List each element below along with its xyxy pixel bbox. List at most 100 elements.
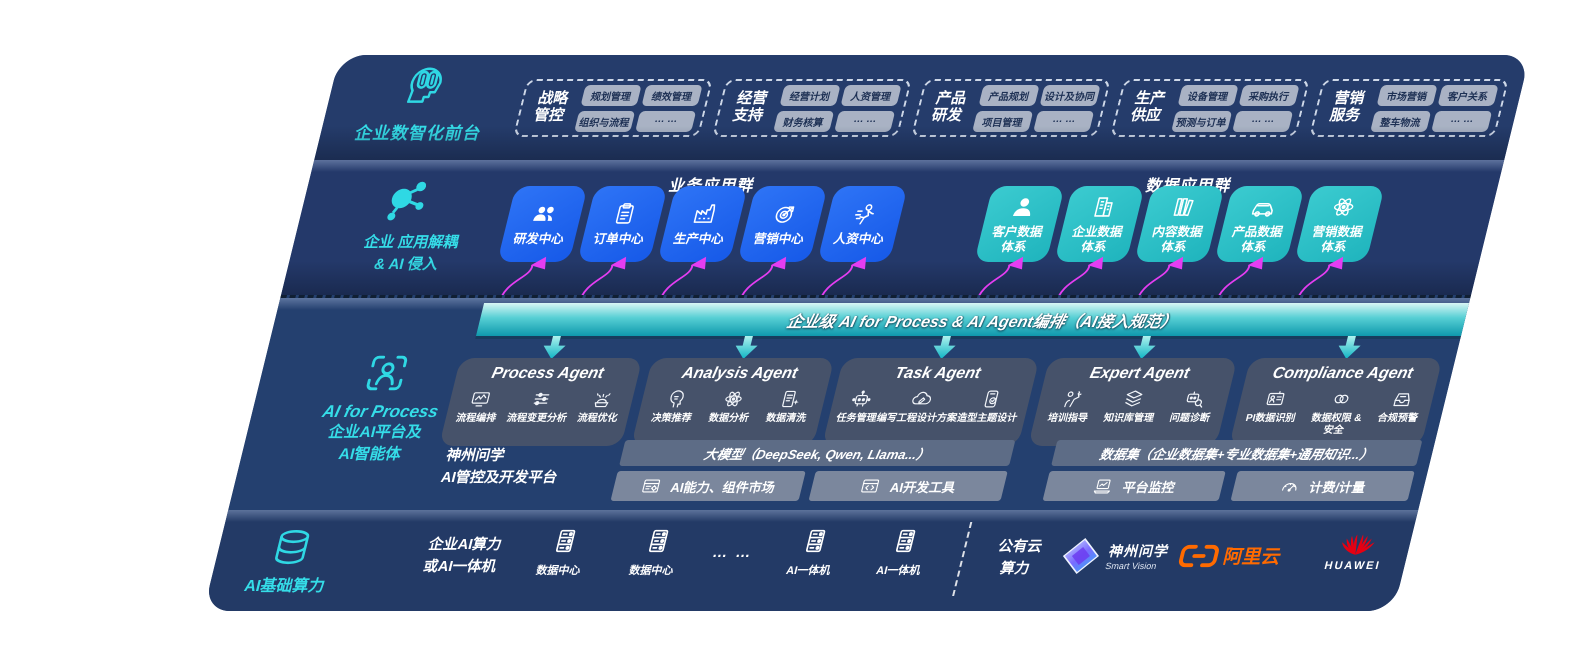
group-chips: 经营计划 人资管理 财务核算 … … (773, 84, 902, 132)
monitor-cell: 平台监控 (1042, 471, 1226, 501)
window-code-icon (858, 476, 883, 496)
id-card-icon (1262, 388, 1289, 410)
node-ai-appliance: AI一体机 (766, 526, 861, 578)
agent-item: PI数据识别 (1244, 388, 1303, 425)
library-icon (1167, 194, 1199, 220)
orchestration-band-title: 企业级 AI for Process & AI Agent编排（AI接入规范） (784, 313, 1179, 331)
agent-item: 流程优化 (576, 388, 625, 425)
group-title: 生产 供应 (1129, 90, 1168, 124)
agent-item: 知识库管理 (1102, 388, 1161, 425)
agent-item: 培训指导 (1046, 388, 1095, 425)
tile-product-data: 产品数据 体系 (1214, 186, 1305, 262)
module-chip: 采购执行 (1238, 84, 1300, 106)
group-chips: 设备管理 采购执行 预测与订单 … … (1171, 84, 1300, 132)
brain-head-icon (394, 61, 456, 111)
node-datacenter: 数据中心 (609, 526, 704, 578)
band-front-office: 企业数智化前台 战略 管控 规划管理 绩效管理 组织与流程 … … 经营 支持 经营… (314, 55, 1530, 160)
module-chip: 绩效管理 (641, 84, 703, 106)
group-title: 营销 服务 (1328, 90, 1367, 124)
module-chip: … … (635, 110, 697, 132)
robot-search-icon (1181, 388, 1208, 410)
module-chip: … … (1232, 110, 1294, 132)
module-chip: 设计及协同 (1039, 84, 1101, 106)
server-icon (797, 526, 834, 556)
tile-order-center: 订单中心 (577, 186, 668, 262)
group-chips: 市场营销 客户关系 整车物流 … … (1370, 84, 1499, 132)
infra-label: AI基础算力 (242, 578, 327, 595)
agent-card-expert: Expert Agent 培训指导 知识库管理 问题诊断 (1027, 358, 1238, 446)
molecule-icon (374, 176, 434, 224)
smart-vision-logo: 神州问学 Smart Vision (1057, 537, 1172, 575)
down-arrow (1335, 336, 1363, 359)
module-chip: … … (1033, 110, 1095, 132)
module-chip: 组织与流程 (574, 110, 636, 132)
main-panel: 企业数智化前台 战略 管控 规划管理 绩效管理 组织与流程 … … 经营 支持 经营… (203, 55, 1530, 611)
tile-hr-center: 人资中心 (817, 186, 908, 262)
group-title: 战略 管控 (532, 90, 571, 124)
module-chip: 预测与订单 (1171, 110, 1233, 132)
agent-item: 编写工程设计方案 (875, 388, 959, 425)
band-ai-platform: 企业级 AI for Process & AI Agent编排（AI接入规范） … (228, 295, 1490, 510)
front-office-group-production: 生产 供应 设备管理 采购执行 预测与订单 … … (1109, 79, 1311, 137)
ability-cell: AI能力、组件市场 (610, 471, 806, 501)
band-infrastructure: AI基础算力 企业AI算力 或AI一体机 数据中心 数据中心 … … AI一体机 … (203, 510, 1419, 611)
smart-vision-diamond-icon (1057, 537, 1104, 575)
devtool-cell: AI开发工具 (808, 471, 1008, 501)
layers-icon (1120, 388, 1147, 410)
gauge-icon (1277, 476, 1302, 496)
agent-item: 流程变更分析 (505, 388, 574, 425)
group-title: 经营 支持 (731, 90, 770, 124)
tablet-check-icon (978, 388, 1005, 410)
agent-item: 数据清洗 (764, 388, 813, 425)
tile-enterprise-data: 企业数据 体系 (1054, 186, 1145, 262)
agent-card-task: Task Agent 任务管理 编写工程设计方案 造型主题设计 (821, 358, 1040, 446)
module-chip: … … (1431, 110, 1493, 132)
agent-item: 流程编排 (454, 388, 503, 425)
tile-production-center: 生产中心 (657, 186, 748, 262)
user-icon (1007, 194, 1039, 220)
module-chip: … … (834, 110, 896, 132)
dataset-bar: 数据集（企业数据集+专业数据集+通用知识...） (1051, 440, 1423, 466)
module-chip: 产品规划 (978, 84, 1040, 106)
group-chips: 规划管理 绩效管理 组织与流程 … … (574, 84, 703, 132)
cloud-gear-icon (908, 388, 935, 410)
module-chip: 人资管理 (840, 84, 902, 106)
module-chip: 项目管理 (972, 110, 1034, 132)
front-office-group-strategy: 战略 管控 规划管理 绩效管理 组织与流程 … … (512, 79, 714, 137)
huawei-flower-icon (1333, 522, 1384, 558)
public-cloud-label: 公有云 算力 (996, 539, 1044, 578)
tile-customer-data: 客户数据 体系 (974, 186, 1065, 262)
robot-icon (847, 388, 874, 410)
agent-item: 造型主题设计 (955, 388, 1024, 425)
front-office-group-marketing: 营销 服务 市场营销 客户关系 整车物流 … … (1308, 79, 1510, 137)
ellipsis-label: … … (710, 544, 755, 561)
agent-item: 数据权限 & 安全 (1301, 388, 1375, 437)
front-office-label: 企业数智化前台 (352, 124, 484, 143)
server-icon (887, 526, 924, 556)
down-arrow (540, 336, 568, 359)
huawei-logo: HUAWEI (1311, 522, 1403, 572)
car-icon (1247, 194, 1279, 220)
model-bar: 大模型（DeepSeek, Qwen, Llama...） (619, 440, 1016, 466)
data-link-icon (1328, 388, 1355, 410)
server-icon (547, 526, 584, 556)
agent-item: 决策推荐 (650, 388, 699, 425)
scan-person-icon (358, 350, 415, 396)
agent-card-analysis: Analysis Agent 决策推荐 数据分析 数据清洗 (630, 358, 835, 446)
down-arrow (1130, 336, 1158, 359)
vertical-dashed-divider (952, 522, 973, 596)
module-chip: 整车物流 (1370, 110, 1432, 132)
optimize-icon (588, 388, 615, 410)
factory-icon (689, 201, 721, 227)
database-icon (266, 526, 318, 568)
down-arrow (930, 336, 958, 359)
target-icon (769, 201, 801, 227)
orchestration-band: 企业级 AI for Process & AI Agent编排（AI接入规范） (475, 303, 1490, 336)
billing-cell: 计费/计量 (1230, 471, 1415, 501)
head-idea-icon (662, 388, 689, 410)
laptop-icon (1091, 476, 1116, 496)
team-icon (529, 201, 561, 227)
agent-card-compliance: Compliance Agent PI数据识别 数据权限 & 安全 合规预警 (1228, 358, 1443, 446)
agent-card-process: Process Agent 流程编排 流程变更分析 流程优化 (438, 358, 643, 446)
